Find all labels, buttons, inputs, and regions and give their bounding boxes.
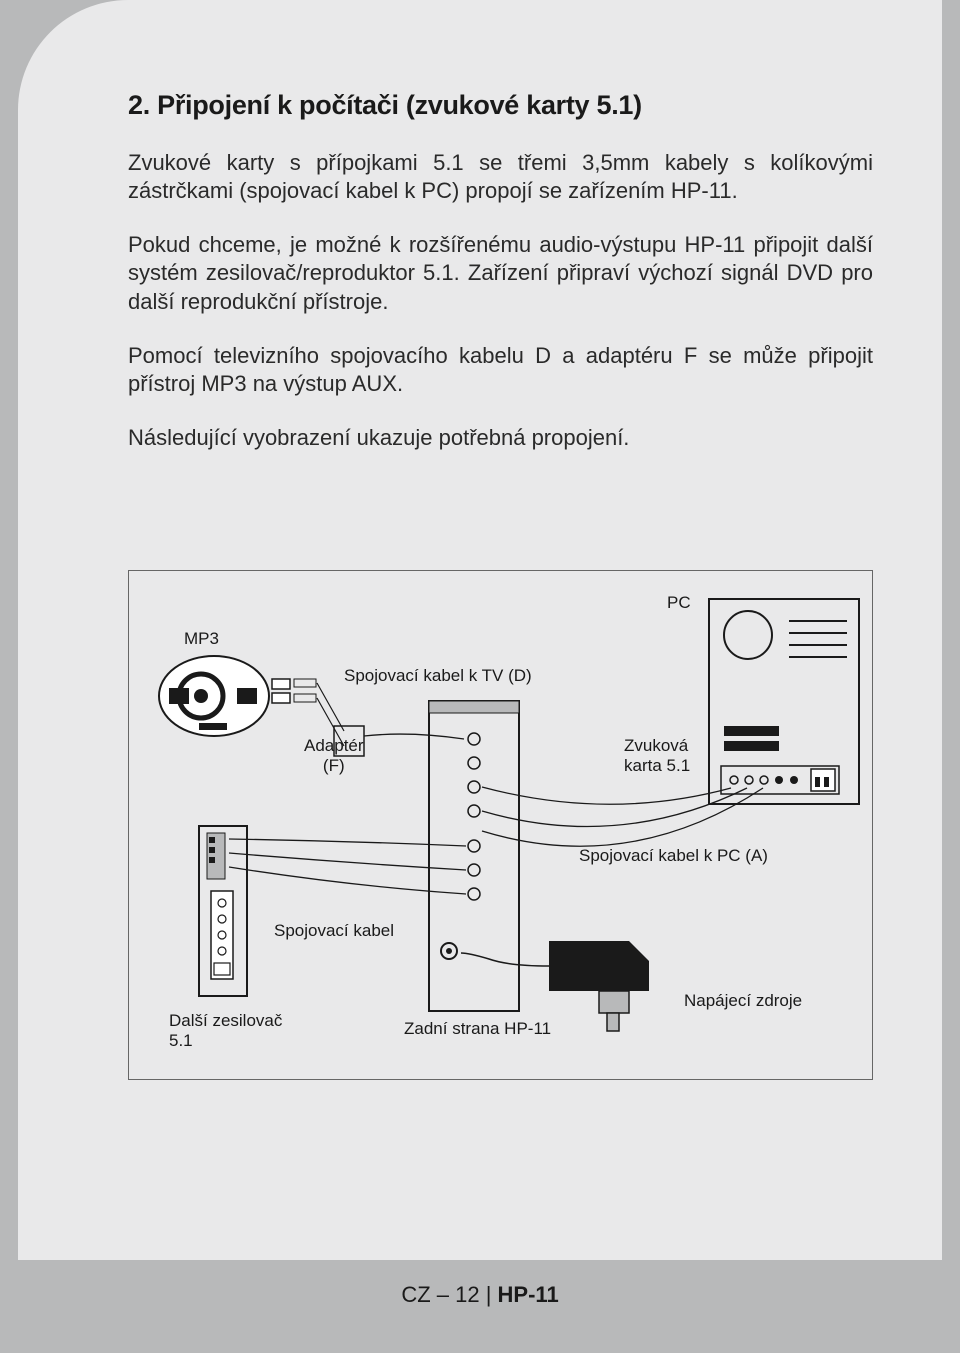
label-mp3: MP3	[184, 629, 219, 649]
section-heading: 2. Připojení k počítači (zvukové karty 5…	[128, 90, 873, 121]
footer-right: HP-11	[498, 1282, 559, 1307]
label-rear: Zadní strana HP-11	[404, 1019, 551, 1039]
footer-sep: |	[480, 1282, 498, 1307]
connection-diagram: PC MP3 Spojovací kabel k TV (D) Adaptér …	[128, 570, 873, 1080]
page-footer: CZ – 12 | HP-11	[0, 1282, 960, 1308]
paragraph-2: Pokud chceme, je možné k rozšířenému aud…	[128, 231, 873, 315]
amplifier-icon	[199, 826, 247, 996]
mp3-player-icon	[159, 656, 316, 736]
label-pc: PC	[667, 593, 691, 613]
label-adapter: Adaptér (F)	[304, 736, 364, 776]
page: 2. Připojení k počítači (zvukové karty 5…	[0, 0, 960, 1353]
pc-tower-icon	[709, 599, 859, 804]
paragraph-1: Zvukové karty s přípojkami 5.1 se třemi …	[128, 149, 873, 205]
content-panel: 2. Připojení k počítači (zvukové karty 5…	[18, 0, 942, 1260]
label-tv-cable: Spojovací kabel k TV (D)	[344, 666, 532, 686]
label-power: Napájecí zdroje	[684, 991, 802, 1011]
hp11-rear-icon	[429, 701, 519, 1011]
text-block: 2. Připojení k počítači (zvukové karty 5…	[128, 90, 873, 478]
label-soundcard: Zvuková karta 5.1	[624, 736, 690, 776]
footer-left: CZ – 12	[401, 1282, 479, 1307]
label-pc-cable: Spojovací kabel k PC (A)	[579, 846, 768, 866]
paragraph-4: Následující vyobrazení ukazuje potřebná …	[128, 424, 873, 452]
label-conn-cable: Spojovací kabel	[274, 921, 394, 941]
label-amp: Další zesilovač 5.1	[169, 1011, 282, 1051]
paragraph-3: Pomocí televizního spojovacího kabelu D …	[128, 342, 873, 398]
